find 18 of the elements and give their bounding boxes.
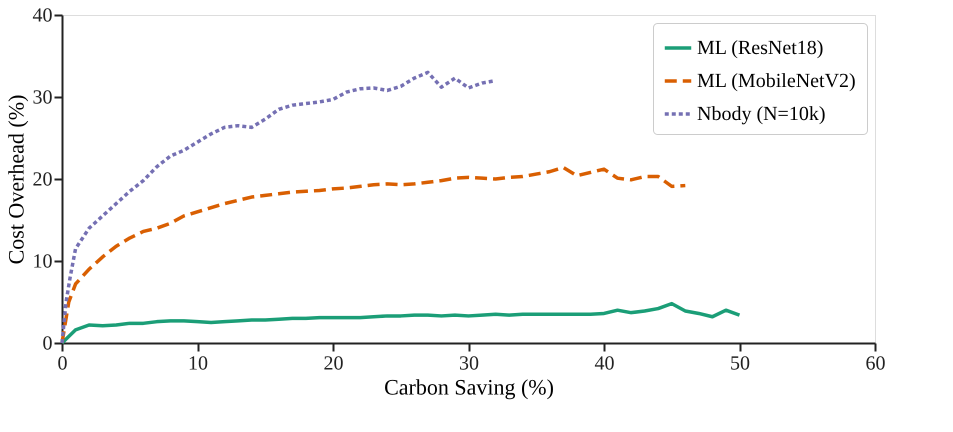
x-tick-label: 30	[459, 352, 479, 374]
line-series	[60, 302, 742, 345]
y-tick-label: 30	[32, 86, 52, 108]
y-tick-label: 40	[32, 4, 52, 26]
y-tick-label: 0	[42, 332, 52, 354]
y-tick-label: 10	[32, 250, 52, 272]
x-tick-label: 60	[866, 352, 886, 374]
x-tick-label: 50	[730, 352, 750, 374]
legend-label: ML (MobileNetV2)	[697, 70, 856, 92]
x-tick-label: 0	[58, 352, 68, 374]
legend-label: ML (ResNet18)	[697, 37, 824, 59]
legend-label: Nbody (N=10k)	[697, 103, 826, 125]
x-tick-label: 10	[188, 352, 208, 374]
x-tick-label: 20	[324, 352, 344, 374]
y-axis-title: Cost Overhead (%)	[4, 94, 28, 264]
y-tick-label: 20	[32, 168, 52, 190]
x-tick-label: 40	[594, 352, 614, 374]
x-axis-title: Carbon Saving (%)	[384, 374, 554, 400]
